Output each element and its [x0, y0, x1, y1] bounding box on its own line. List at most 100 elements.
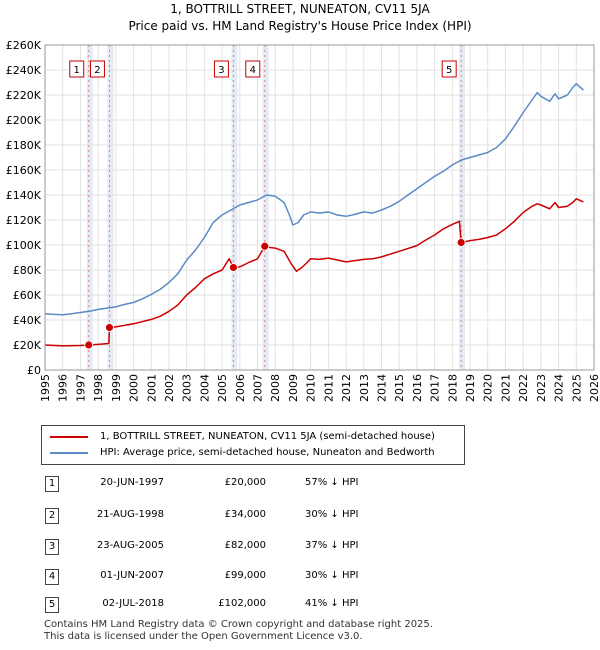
x-tick-label: 2008 — [269, 374, 282, 402]
transaction-label-number: 5 — [446, 65, 452, 76]
chart-subtitle: Price paid vs. HM Land Registry's House … — [128, 19, 472, 33]
y-tick-label: £160K — [6, 164, 42, 177]
transaction-point — [456, 238, 466, 247]
x-tick-label: 1997 — [74, 374, 87, 402]
transaction-badge: 1 — [45, 476, 59, 492]
x-tick-label: 2000 — [128, 374, 141, 402]
transaction-band — [86, 45, 93, 370]
table-row: 2 21-AUG-1998 £34,000 30% ↓ HPI — [0, 508, 600, 524]
x-tick-label: 2024 — [553, 374, 566, 402]
transaction-point — [84, 340, 94, 350]
legend-swatch-property — [50, 436, 88, 438]
plot-area — [45, 45, 594, 370]
y-tick-label: £120K — [6, 214, 42, 227]
x-tick-label: 2001 — [145, 374, 158, 402]
transaction-price: £99,000 — [224, 570, 266, 581]
x-tick-label: 2006 — [234, 374, 247, 402]
transaction-label-number: 3 — [218, 65, 224, 76]
transaction-hpi-diff: 37% ↓ HPI — [305, 540, 359, 551]
transaction-label-box — [441, 60, 457, 78]
x-tick-label: 2014 — [375, 374, 388, 402]
x-tick-label: 2018 — [446, 374, 459, 402]
x-tick-label: 2022 — [517, 374, 530, 402]
transaction-point — [229, 263, 238, 272]
x-tick-label: 2017 — [429, 374, 442, 402]
x-tick-label: 1995 — [39, 374, 52, 402]
transaction-label-number: 4 — [250, 65, 256, 76]
transaction-label: 3 — [213, 60, 229, 78]
x-tick-label: 2002 — [163, 374, 176, 402]
transaction-hpi-diff: 30% ↓ HPI — [305, 570, 359, 581]
license-line: This data is licensed under the Open Gov… — [44, 631, 363, 642]
legend: 1, BOTTRILL STREET, NUNEATON, CV11 5JA (… — [41, 425, 465, 465]
chart-title: 1, BOTTRILL STREET, NUNEATON, CV11 5JA — [170, 2, 430, 16]
transaction-price: £102,000 — [218, 598, 266, 609]
transaction-date: 23-AUG-2005 — [96, 540, 164, 551]
transaction-point — [260, 241, 270, 251]
hpi-line — [44, 83, 584, 316]
table-row: 1 20-JUN-1997 £20,000 57% ↓ HPI — [0, 476, 600, 492]
transaction-label: 2 — [89, 60, 105, 78]
x-tick-label: 2013 — [358, 374, 371, 402]
transaction-price: £82,000 — [224, 540, 266, 551]
x-tick-label: 2023 — [535, 374, 548, 402]
transaction-point — [105, 323, 114, 332]
transaction-badge: 2 — [45, 508, 59, 524]
transaction-label: 4 — [245, 60, 261, 78]
transaction-date: 02-JUL-2018 — [102, 598, 164, 609]
transaction-label: 5 — [441, 60, 457, 78]
y-tick-label: £220K — [6, 89, 42, 102]
legend-label-property: 1, BOTTRILL STREET, NUNEATON, CV11 5JA (… — [100, 431, 435, 442]
legend-label-hpi: HPI: Average price, semi-detached house,… — [100, 447, 435, 458]
property-price-line — [44, 198, 584, 347]
transaction-band — [459, 45, 466, 370]
transaction-label-box — [245, 60, 261, 78]
transaction-hpi-diff: 57% ↓ HPI — [305, 477, 359, 488]
copyright-line: Contains HM Land Registry data © Crown c… — [44, 619, 433, 630]
legend-item-property: 1, BOTTRILL STREET, NUNEATON, CV11 5JA (… — [50, 429, 460, 445]
y-tick-label: £200K — [6, 114, 42, 127]
footer: Contains HM Land Registry data © Crown c… — [44, 619, 433, 643]
x-tick-label: 1999 — [110, 374, 123, 402]
transaction-label: 1 — [69, 60, 85, 78]
transaction-date: 01-JUN-2007 — [100, 570, 164, 581]
y-tick-label: £100K — [6, 239, 42, 252]
y-tick-label: £180K — [6, 139, 42, 152]
x-tick-label: 2012 — [340, 374, 353, 402]
x-tick-label: 2026 — [588, 374, 600, 402]
y-tick-label: £240K — [6, 64, 42, 77]
transaction-badge: 5 — [45, 597, 59, 613]
x-tick-label: 2019 — [464, 374, 477, 402]
legend-swatch-hpi — [50, 452, 88, 454]
x-tick-label: 2005 — [216, 374, 229, 402]
transaction-badge: 3 — [45, 539, 59, 555]
y-tick-label: £20K — [13, 339, 42, 352]
x-tick-label: 1998 — [92, 374, 105, 402]
legend-item-hpi: HPI: Average price, semi-detached house,… — [50, 445, 460, 461]
transaction-label-number: 2 — [94, 65, 100, 76]
transaction-price: £34,000 — [224, 509, 266, 520]
transaction-band — [262, 45, 269, 370]
plot-frame — [44, 44, 595, 371]
x-tick-label: 2004 — [198, 374, 211, 402]
transaction-date: 21-AUG-1998 — [96, 509, 164, 520]
x-tick-label: 2025 — [570, 374, 583, 402]
x-tick-label: 2015 — [393, 374, 406, 402]
transaction-badge: 4 — [45, 569, 59, 585]
x-tick-label: 2009 — [287, 374, 300, 402]
transaction-hpi-diff: 30% ↓ HPI — [305, 509, 359, 520]
y-tick-label: £60K — [13, 289, 42, 302]
x-tick-label: 2010 — [305, 374, 318, 402]
y-tick-label: £260K — [6, 39, 42, 52]
y-tick-label: £80K — [13, 264, 42, 277]
transaction-price: £20,000 — [224, 477, 266, 488]
transaction-label-number: 1 — [74, 65, 80, 76]
table-row: 3 23-AUG-2005 £82,000 37% ↓ HPI — [0, 539, 600, 555]
x-tick-label: 2007 — [252, 374, 265, 402]
transaction-hpi-diff: 41% ↓ HPI — [305, 598, 359, 609]
x-tick-label: 2011 — [322, 374, 335, 402]
table-row: 5 02-JUL-2018 £102,000 41% ↓ HPI — [0, 597, 600, 613]
x-tick-label: 2003 — [181, 374, 194, 402]
price-chart: 1 2 3 4 5 £0 £20K £40K £60K £80K £100K £120K £140K £1… — [6, 39, 600, 402]
transaction-label-box — [213, 60, 229, 78]
